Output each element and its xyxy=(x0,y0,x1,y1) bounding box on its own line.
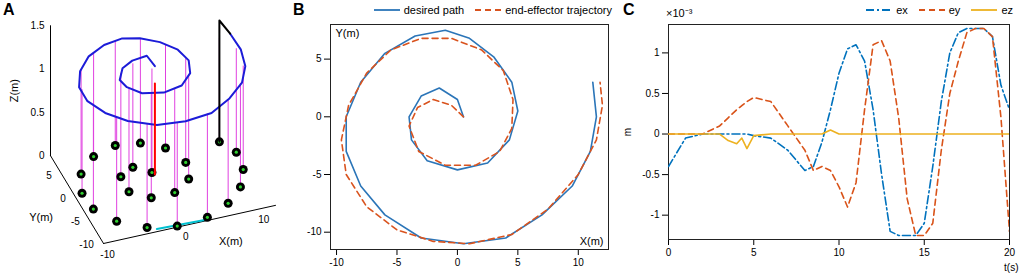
svg-text:X(m): X(m) xyxy=(219,235,243,247)
html-text:A: A xyxy=(3,1,15,18)
svg-text:X(m): X(m) xyxy=(580,235,604,247)
svg-text:-5: -5 xyxy=(71,216,80,227)
html-text:B: B xyxy=(293,1,305,18)
svg-text:5: 5 xyxy=(316,53,322,64)
svg-text:1: 1 xyxy=(39,63,45,74)
html-text:ex: ex xyxy=(896,4,908,16)
svg-text:0: 0 xyxy=(316,111,322,122)
svg-text:15: 15 xyxy=(919,247,931,258)
svg-text:-0.5: -0.5 xyxy=(642,169,660,180)
svg-text:-10: -10 xyxy=(100,249,115,260)
svg-text:0: 0 xyxy=(654,128,660,139)
svg-text:-1: -1 xyxy=(651,209,660,220)
html-text:ez: ez xyxy=(1001,4,1013,16)
svg-text:1: 1 xyxy=(654,47,660,58)
svg-text:10: 10 xyxy=(833,247,845,258)
svg-text:-10: -10 xyxy=(329,257,344,268)
svg-text:Y(m): Y(m) xyxy=(336,27,360,39)
svg-text:0: 0 xyxy=(666,247,672,258)
svg-text:m: m xyxy=(622,128,633,136)
svg-text:-5: -5 xyxy=(313,169,322,180)
svg-text:5: 5 xyxy=(751,247,757,258)
svg-text:5: 5 xyxy=(515,257,521,268)
svg-text:-10: -10 xyxy=(307,226,322,237)
html-text:×10⁻³: ×10⁻³ xyxy=(666,7,693,19)
svg-text:10: 10 xyxy=(573,257,585,268)
svg-text:Y(m): Y(m) xyxy=(29,211,53,223)
svg-text:20: 20 xyxy=(1004,247,1016,258)
html-text:desired path: desired path xyxy=(403,4,465,16)
html-text:end-effector trajectory: end-effector trajectory xyxy=(505,4,612,16)
svg-text:0.5: 0.5 xyxy=(646,88,660,99)
svg-text:-5: -5 xyxy=(393,257,402,268)
svg-text:0: 0 xyxy=(39,150,45,161)
svg-text:t(s): t(s) xyxy=(1004,262,1018,273)
svg-text:Z(m): Z(m) xyxy=(8,79,20,102)
svg-text:-10: -10 xyxy=(79,239,94,250)
svg-text:5: 5 xyxy=(46,170,52,181)
html-text:ey: ey xyxy=(948,4,961,16)
svg-text:0.5: 0.5 xyxy=(31,107,45,118)
svg-text:0: 0 xyxy=(183,231,189,242)
html-text:C: C xyxy=(623,1,635,18)
svg-text:10: 10 xyxy=(258,214,270,225)
svg-text:0: 0 xyxy=(60,193,66,204)
svg-text:1.5: 1.5 xyxy=(31,20,45,31)
svg-text:0: 0 xyxy=(455,257,461,268)
